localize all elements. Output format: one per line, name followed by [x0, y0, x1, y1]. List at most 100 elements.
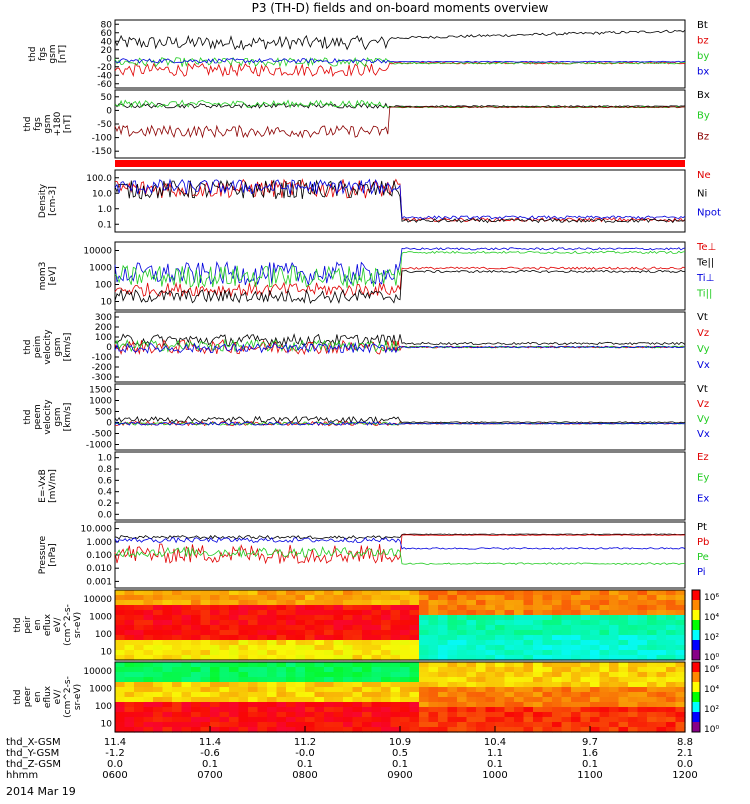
heatmap-cell [523, 605, 534, 611]
ylabel-line: eV/ [53, 689, 63, 705]
ytick-label: 0 [106, 106, 112, 116]
heatmap-cell [333, 605, 344, 611]
heatmap-cell [229, 640, 240, 646]
heatmap-cell [200, 630, 211, 636]
heatmap-cell [457, 655, 468, 661]
heatmap-cell [542, 717, 553, 723]
heatmap-cell [666, 600, 677, 606]
heatmap-cell [485, 687, 496, 693]
heatmap-cell [590, 615, 601, 621]
heatmap-cell [523, 630, 534, 636]
legend-ey: Ey [697, 473, 709, 484]
heatmap-cell [134, 605, 145, 611]
heatmap-cell [343, 655, 354, 661]
heatmap-cell [371, 717, 382, 723]
heatmap-cell [447, 620, 458, 626]
ylabel-line: [km/s] [63, 403, 73, 432]
heatmap-cell [276, 655, 287, 661]
ytick-label: 100 [95, 630, 112, 640]
heatmap-cell [352, 677, 363, 683]
heatmap-cell [200, 667, 211, 673]
heatmap-cell [229, 650, 240, 656]
heatmap-cell [400, 682, 411, 688]
heatmap-cell [561, 692, 572, 698]
heatmap-cell [362, 595, 373, 601]
panel-frame [114, 19, 686, 89]
heatmap-cell [162, 692, 173, 698]
heatmap-cell [200, 687, 211, 693]
heatmap-cell [533, 692, 544, 698]
heatmap-cell [181, 687, 192, 693]
heatmap-cell [343, 682, 354, 688]
heatmap-cell [352, 697, 363, 703]
heatmap-cell [200, 707, 211, 713]
colorbar-step [692, 610, 700, 621]
heatmap-cell [371, 697, 382, 703]
heatmap-cell [438, 640, 449, 646]
heatmap-cell [561, 600, 572, 606]
heatmap-cell [371, 707, 382, 713]
heatmap-cell [466, 687, 477, 693]
heatmap-cell [257, 610, 268, 616]
heatmap-cell [457, 722, 468, 728]
heatmap-cell [153, 590, 164, 596]
heatmap-cell [134, 707, 145, 713]
heatmap-cell [219, 600, 230, 606]
heatmap-cell [533, 625, 544, 631]
heatmap-cell [666, 615, 677, 621]
heatmap-cell [238, 712, 249, 718]
heatmap-cell [447, 717, 458, 723]
heatmap-cell [314, 697, 325, 703]
heatmap-cell [276, 635, 287, 641]
xaxis-row-label: thd_Z-GSM [6, 759, 61, 770]
heatmap-cell [333, 645, 344, 651]
heatmap-cell [181, 645, 192, 651]
heatmap-cell [381, 712, 392, 718]
heatmap-cell [542, 677, 553, 683]
heatmap-cell [552, 662, 563, 668]
legend-ni: Ni [697, 189, 707, 200]
heatmap-cell [200, 727, 211, 733]
heatmap-cell [324, 707, 335, 713]
heatmap-cell [276, 605, 287, 611]
heatmap-cell [362, 697, 373, 703]
heatmap-cell [476, 707, 487, 713]
heatmap-cell [561, 595, 572, 601]
ytick-label: 1000 [89, 612, 112, 622]
heatmap-cell [609, 655, 620, 661]
heatmap-cell [419, 702, 430, 708]
heatmap-cell [590, 712, 601, 718]
heatmap-cell [286, 687, 297, 693]
heatmap-cell [599, 625, 610, 631]
heatmap-cell [343, 667, 354, 673]
heatmap-cell [580, 697, 591, 703]
ylabel-line: (cm^2-s- [63, 604, 73, 646]
heatmap-cell [400, 662, 411, 668]
heatmap-cell [552, 707, 563, 713]
ytick-label: -100 [92, 353, 113, 363]
colorbar-label: 10² [704, 633, 719, 643]
heatmap-cell [552, 677, 563, 683]
ytick-label: 100 [95, 333, 112, 343]
heatmap-cell [276, 610, 287, 616]
heatmap-cell [514, 620, 525, 626]
heatmap-cell [438, 645, 449, 651]
heatmap-cell [124, 692, 135, 698]
heatmap-cell [267, 630, 278, 636]
heatmap-cell [599, 702, 610, 708]
heatmap-cell [504, 645, 515, 651]
heatmap-cell [552, 605, 563, 611]
heatmap-cell [257, 630, 268, 636]
heatmap-cell [324, 620, 335, 626]
heatmap-cell [286, 630, 297, 636]
heatmap-cell [172, 605, 183, 611]
heatmap-cell [314, 620, 325, 626]
colorbar-step [692, 620, 700, 631]
heatmap-cell [343, 672, 354, 678]
figure-title: P3 (TH-D) fields and on-board moments ov… [252, 1, 549, 15]
heatmap-cell [295, 697, 306, 703]
heatmap-cell [238, 717, 249, 723]
heatmap-cell [485, 682, 496, 688]
heatmap-cell [172, 662, 183, 668]
